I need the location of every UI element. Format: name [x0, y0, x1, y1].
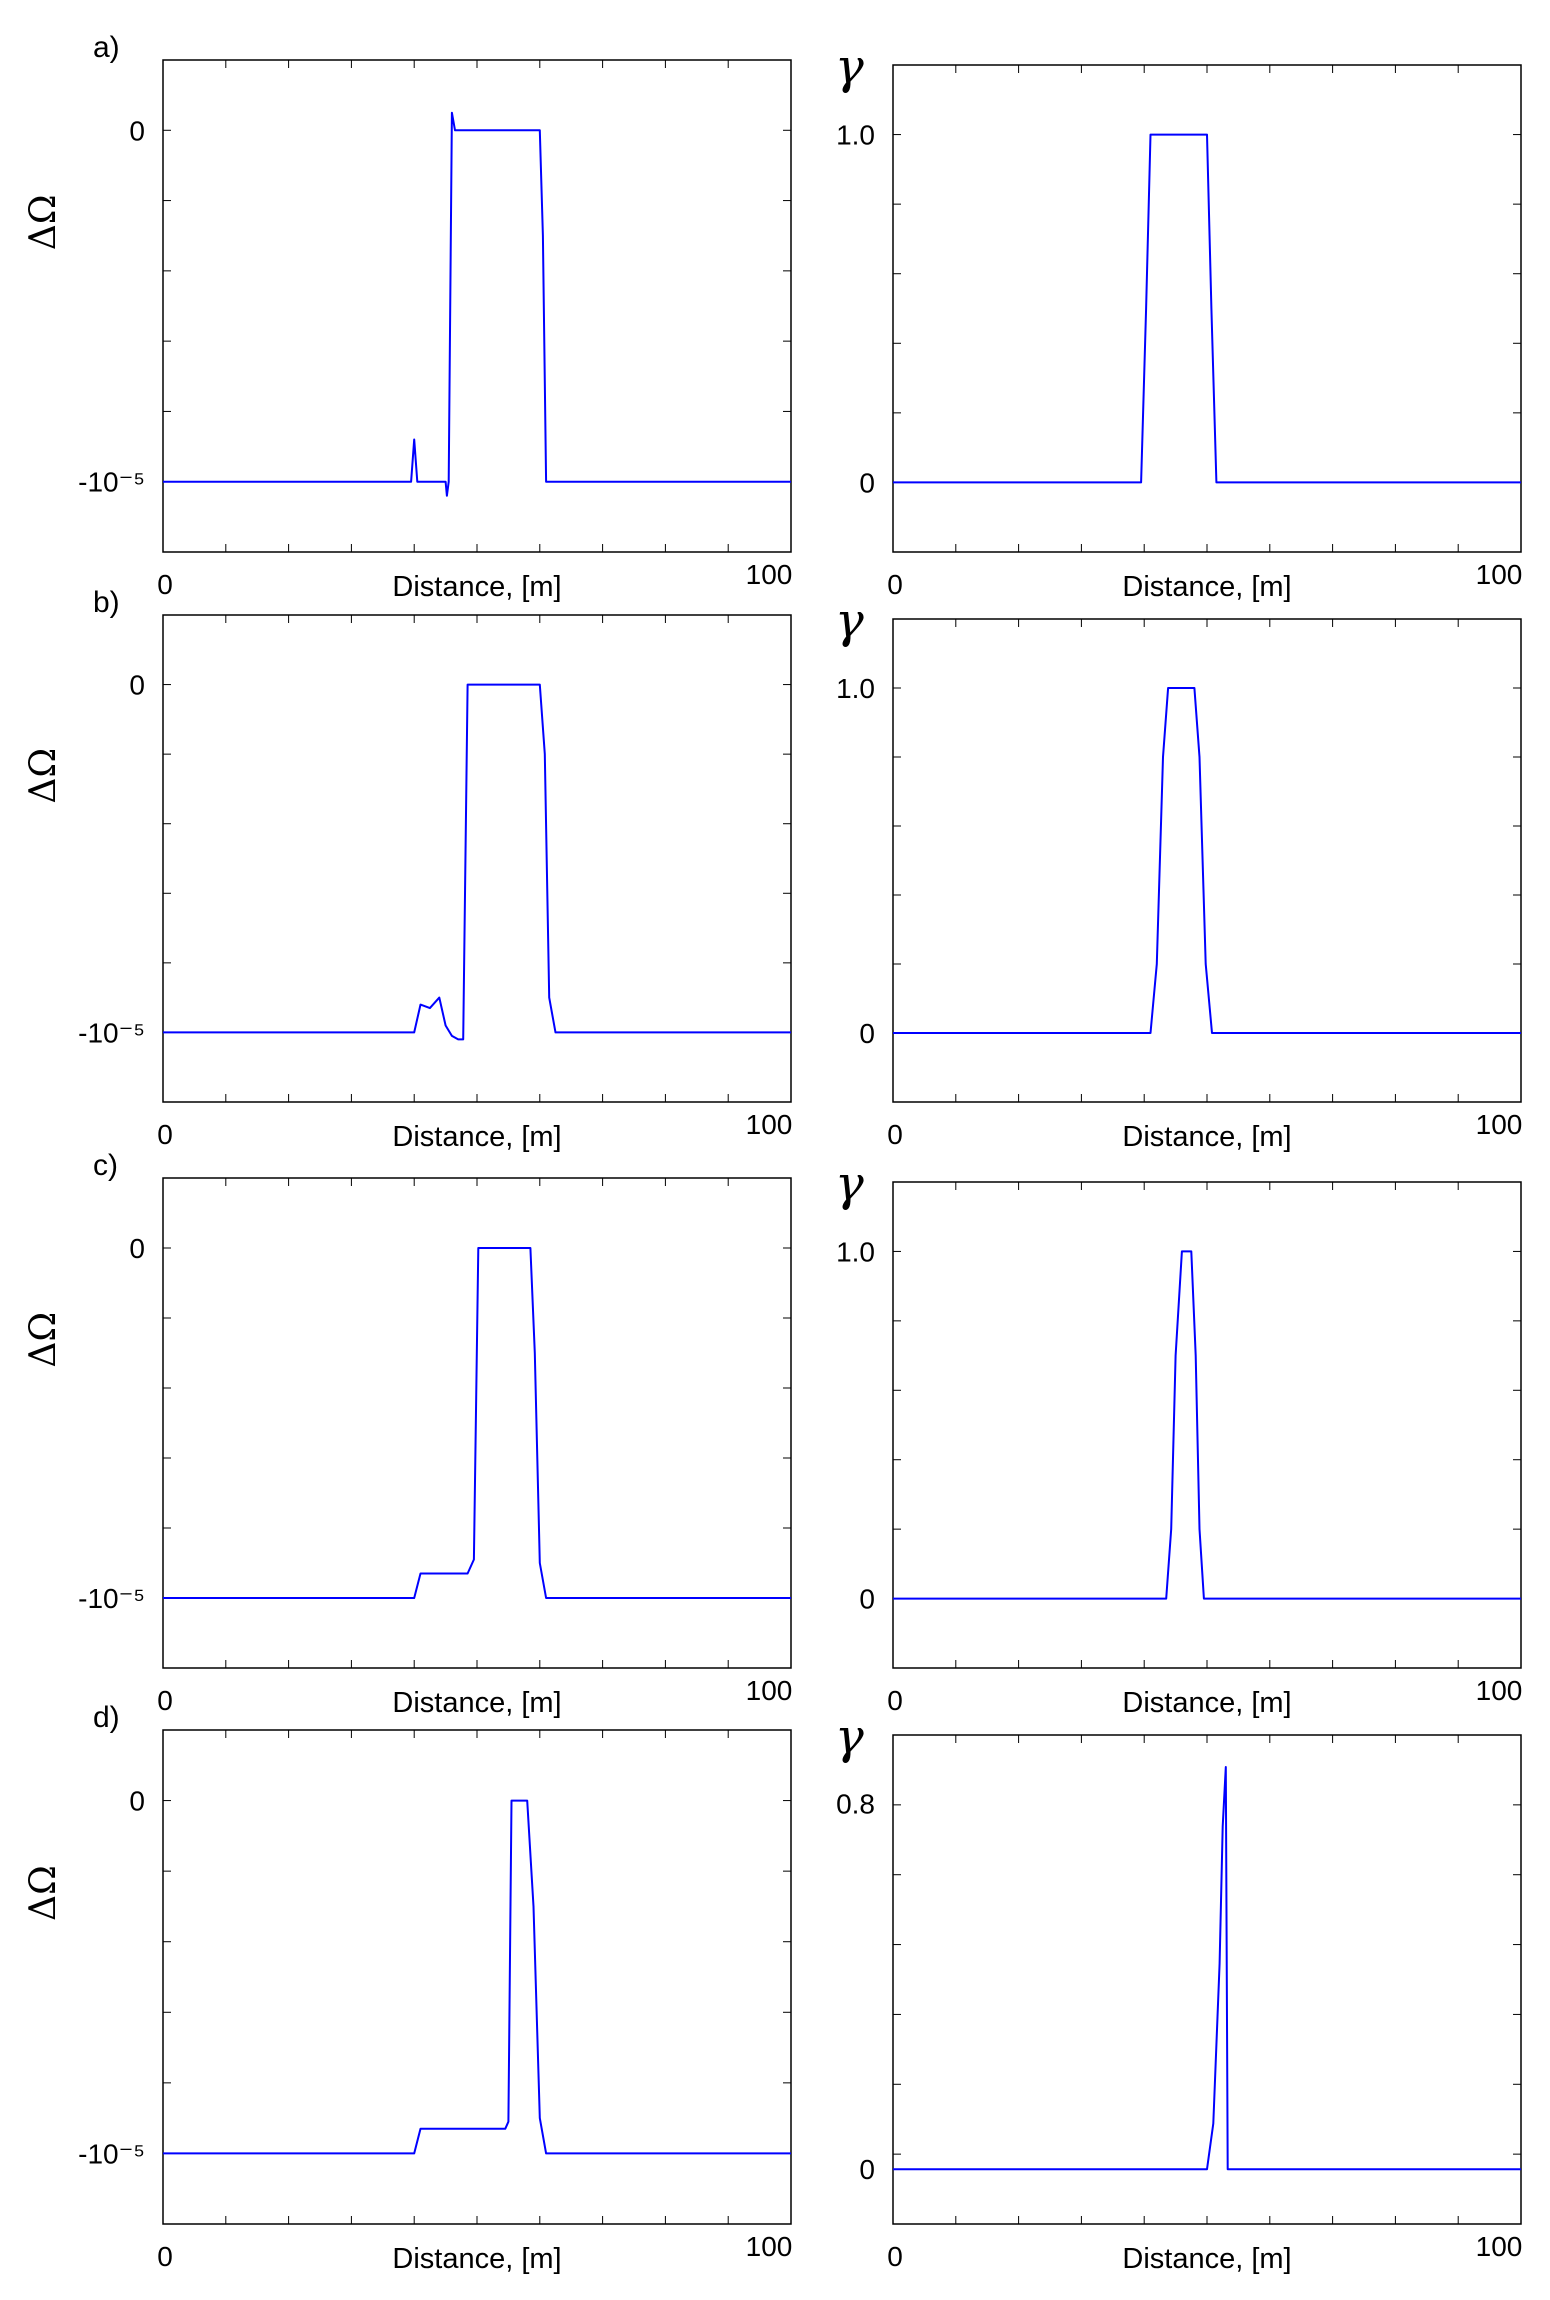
- x-tick-label: 0: [157, 1685, 173, 1716]
- panel-label: b): [93, 586, 120, 619]
- y-axis-label: ΔΩ: [23, 1312, 64, 1368]
- plot-frame: [162, 1177, 792, 1669]
- x-tick-label: 0: [157, 1119, 173, 1150]
- plot-frame: [892, 618, 1522, 1103]
- y-axis-label: γ: [835, 1156, 864, 1212]
- y-axis-label: γ: [835, 593, 864, 649]
- x-tick-label: 0: [157, 569, 173, 600]
- x-tick-label: 100: [746, 2231, 793, 2262]
- y-tick-label: 1.0: [836, 120, 875, 151]
- y-tick-label: 0: [859, 1018, 875, 1049]
- y-tick-label: 0: [129, 115, 145, 146]
- x-axis-label: Distance, [m]: [392, 2243, 561, 2275]
- x-tick-label: 100: [746, 559, 793, 590]
- series-line: [893, 133, 1521, 484]
- y-tick-label: -10⁻⁵: [78, 1583, 145, 1614]
- chart-panel-4: 0 1.0 0 100 Distance, [m] γ: [835, 593, 1522, 1153]
- y-tick-label: -10⁻⁵: [78, 2138, 145, 2169]
- panel-label: a): [93, 31, 120, 64]
- chart-panel-2: 0 1.0 0 100 Distance, [m] γ: [835, 39, 1522, 603]
- x-tick-label: 100: [1476, 2231, 1523, 2262]
- plot-frame: [162, 59, 792, 553]
- x-tick-label: 100: [1476, 1109, 1523, 1140]
- chart-panel-1: -10⁻⁵ 0 0 100 Distance, [m] ΔΩ a): [23, 31, 792, 603]
- series-line: [163, 111, 791, 497]
- x-tick-label: 0: [157, 2241, 173, 2272]
- y-axis-label: ΔΩ: [23, 194, 64, 250]
- plot-frame: [162, 614, 792, 1103]
- chart-panel-6: 0 1.0 0 100 Distance, [m] γ: [835, 1156, 1522, 1719]
- x-tick-label: 0: [887, 1119, 903, 1150]
- chart-panel-8: 0 0.8 0 100 Distance, [m] γ: [835, 1709, 1522, 2275]
- y-axis-label: γ: [835, 1709, 864, 1765]
- chart-panel-3: -10⁻⁵ 0 0 100 Distance, [m] ΔΩ b): [23, 586, 792, 1153]
- y-tick-label: 1.0: [836, 673, 875, 704]
- x-tick-label: 100: [746, 1675, 793, 1706]
- y-tick-label: 1.0: [836, 1236, 875, 1267]
- x-tick-label: 100: [746, 1109, 793, 1140]
- x-tick-label: 0: [887, 569, 903, 600]
- x-tick-label: 100: [1476, 559, 1523, 590]
- chart-panel-7: -10⁻⁵ 0 0 100 Distance, [m] ΔΩ d): [23, 1701, 792, 2275]
- y-tick-label: 0: [129, 1786, 145, 1817]
- y-tick-label: 0.8: [836, 1789, 875, 1820]
- y-tick-label: 0: [859, 1584, 875, 1615]
- y-axis-label: ΔΩ: [23, 748, 64, 804]
- x-axis-label: Distance, [m]: [392, 571, 561, 603]
- chart-panel-5: -10⁻⁵ 0 0 100 Distance, [m] ΔΩ c): [23, 1149, 792, 1719]
- panel-label: d): [93, 1701, 120, 1734]
- plot-frame: [162, 1729, 792, 2225]
- series-line: [893, 1766, 1521, 2171]
- x-axis-label: Distance, [m]: [392, 1687, 561, 1719]
- plot-frame: [892, 1181, 1522, 1669]
- x-axis-label: Distance, [m]: [1122, 2243, 1291, 2275]
- x-tick-label: 0: [887, 2241, 903, 2272]
- series-line: [893, 1250, 1521, 1600]
- y-axis-label: ΔΩ: [23, 1865, 64, 1921]
- x-tick-label: 100: [1476, 1675, 1523, 1706]
- y-tick-label: 0: [859, 467, 875, 498]
- y-tick-label: 0: [129, 1233, 145, 1264]
- plot-frame: [892, 1734, 1522, 2225]
- x-axis-label: Distance, [m]: [392, 1121, 561, 1153]
- y-axis-label: γ: [835, 39, 864, 95]
- series-line: [893, 687, 1521, 1034]
- x-axis-label: Distance, [m]: [1122, 571, 1291, 603]
- y-tick-label: -10⁻⁵: [78, 1017, 145, 1048]
- y-tick-label: 0: [859, 2154, 875, 2185]
- y-tick-label: -10⁻⁵: [78, 467, 145, 498]
- series-line: [163, 1799, 791, 2155]
- x-axis-label: Distance, [m]: [1122, 1687, 1291, 1719]
- series-line: [163, 683, 791, 1041]
- x-tick-label: 0: [887, 1685, 903, 1716]
- panel-label: c): [93, 1149, 118, 1182]
- x-axis-label: Distance, [m]: [1122, 1121, 1291, 1153]
- series-line: [163, 1247, 791, 1599]
- y-tick-label: 0: [129, 670, 145, 701]
